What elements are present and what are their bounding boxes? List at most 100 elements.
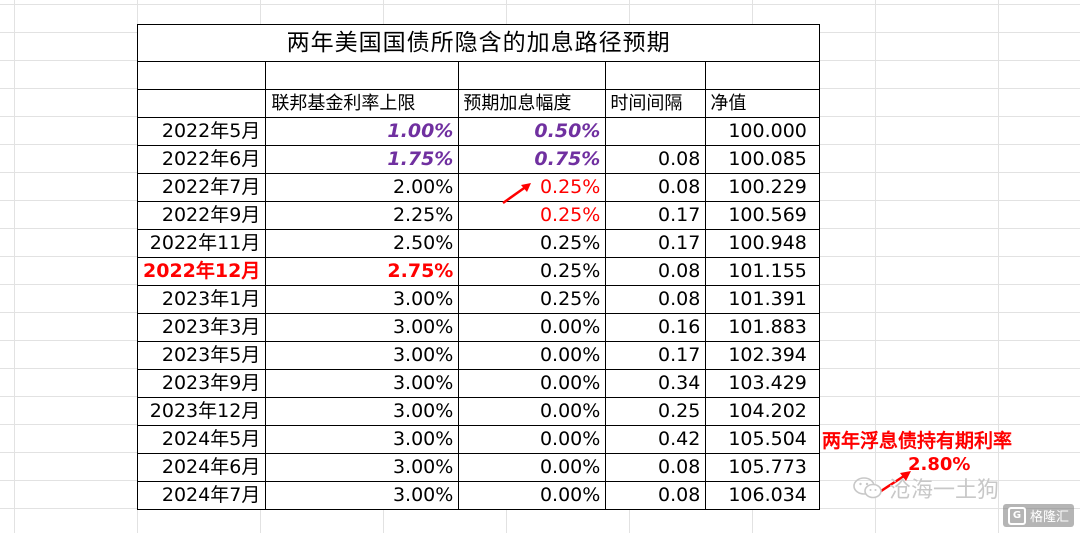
hike-cell: 0.50% — [458, 117, 607, 146]
blank-cell — [705, 61, 821, 90]
header-fed-rate: 联邦基金利率上限 — [265, 89, 460, 118]
interval-cell: 0.17 — [605, 341, 707, 370]
nav-cell: 101.155 — [705, 257, 821, 286]
nav-cell: 100.085 — [705, 145, 821, 174]
nav-cell: 100.000 — [705, 117, 821, 146]
hike-cell: 0.00% — [458, 341, 607, 370]
hike-cell: 0.00% — [458, 481, 607, 510]
header-row: 联邦基金利率上限 预期加息幅度 时间间隔 净值 — [136, 89, 821, 118]
annotation-arrow-icon — [502, 183, 531, 205]
interval-cell: 0.08 — [605, 257, 707, 286]
interval-cell: 0.08 — [605, 285, 707, 314]
nav-cell: 100.948 — [705, 229, 821, 258]
wechat-icon — [853, 477, 882, 499]
date-cell: 2023年12月 — [136, 397, 267, 426]
title-row: 两年美国国债所隐含的加息路径预期 — [136, 24, 821, 62]
table-row: 2022年11月 2.50% 0.25% 0.17 100.948 — [136, 229, 821, 258]
nav-cell: 100.569 — [705, 201, 821, 230]
rate-cell: 3.00% — [265, 369, 460, 398]
interval-cell: 0.08 — [605, 145, 707, 174]
date-cell: 2022年6月 — [136, 145, 267, 174]
date-cell: 2022年9月 — [136, 201, 267, 230]
hike-cell: 0.25% — [458, 285, 607, 314]
nav-cell: 104.202 — [705, 397, 821, 426]
nav-cell: 105.773 — [705, 453, 821, 482]
holding-rate-label: 两年浮息债持有期利率 — [822, 430, 1013, 452]
table-row: 2022年7月 2.00% 0.25% 0.08 100.229 — [136, 173, 821, 202]
table-row: 2023年12月 3.00% 0.00% 0.25 104.202 — [136, 397, 821, 426]
brand-badge: G 格隆汇 — [1002, 504, 1074, 527]
hike-cell: 0.75% — [458, 145, 607, 174]
interval-cell: 0.25 — [605, 397, 707, 426]
watermark-text: 沧海一土狗 — [889, 478, 1000, 503]
table-row: 2022年9月 2.25% 0.25% 0.17 100.569 — [136, 201, 821, 230]
date-cell: 2024年7月 — [136, 481, 267, 510]
table-row: 2024年5月 3.00% 0.00% 0.42 105.504 — [136, 425, 821, 454]
table-row: 2023年3月 3.00% 0.00% 0.16 101.883 — [136, 313, 821, 342]
blank-cell — [458, 61, 607, 90]
rate-cell: 3.00% — [265, 453, 460, 482]
rate-cell: 3.00% — [265, 285, 460, 314]
rate-cell: 1.00% — [265, 117, 460, 146]
holding-rate-value: 2.80% — [908, 454, 971, 475]
brand-logo-icon: G — [1007, 506, 1026, 525]
table-row: 2022年5月 1.00% 0.50% 100.000 — [136, 117, 821, 146]
interval-cell: 0.08 — [605, 173, 707, 202]
hike-cell: 0.00% — [458, 369, 607, 398]
rate-cell: 3.00% — [265, 425, 460, 454]
table-row: 2022年12月 2.75% 0.25% 0.08 101.155 — [136, 257, 821, 286]
hike-cell: 0.25% — [458, 201, 607, 230]
date-cell: 2023年9月 — [136, 369, 267, 398]
interval-cell: 0.16 — [605, 313, 707, 342]
nav-cell: 105.504 — [705, 425, 821, 454]
hike-cell: 0.25% — [458, 229, 607, 258]
table-row: 2023年1月 3.00% 0.25% 0.08 101.391 — [136, 285, 821, 314]
header-expected-hike: 预期加息幅度 — [458, 89, 607, 118]
nav-cell: 100.229 — [705, 173, 821, 202]
date-cell: 2023年3月 — [136, 313, 267, 342]
nav-cell: 101.883 — [705, 313, 821, 342]
table-row: 2022年6月 1.75% 0.75% 0.08 100.085 — [136, 145, 821, 174]
rate-cell: 2.00% — [265, 173, 460, 202]
rate-cell: 3.00% — [265, 341, 460, 370]
header-nav: 净值 — [705, 89, 821, 118]
interval-cell — [605, 117, 707, 146]
interval-cell: 0.17 — [605, 201, 707, 230]
date-cell: 2022年11月 — [136, 229, 267, 258]
brand-text: 格隆汇 — [1029, 510, 1069, 525]
hike-cell: 0.25% — [458, 257, 607, 286]
hike-cell: 0.00% — [458, 313, 607, 342]
header-interval: 时间间隔 — [605, 89, 707, 118]
blank-row — [136, 61, 821, 90]
interval-cell: 0.08 — [605, 453, 707, 482]
rate-cell: 1.75% — [265, 145, 460, 174]
hike-cell: 0.00% — [458, 425, 607, 454]
nav-cell: 106.034 — [705, 481, 821, 510]
nav-cell: 101.391 — [705, 285, 821, 314]
hike-cell: 0.00% — [458, 397, 607, 426]
table-row: 2023年9月 3.00% 0.00% 0.34 103.429 — [136, 369, 821, 398]
watermark: 沧海一土狗 — [853, 472, 999, 504]
date-cell: 2023年5月 — [136, 341, 267, 370]
data-table: 两年美国国债所隐含的加息路径预期 联邦基金利率上限 预期加息幅度 时间间隔 净值… — [136, 24, 821, 510]
interval-cell: 0.34 — [605, 369, 707, 398]
date-cell: 2024年6月 — [136, 453, 267, 482]
rate-cell: 3.00% — [265, 313, 460, 342]
interval-cell: 0.42 — [605, 425, 707, 454]
date-cell: 2022年5月 — [136, 117, 267, 146]
interval-cell: 0.17 — [605, 229, 707, 258]
rate-cell: 3.00% — [265, 397, 460, 426]
rate-cell: 2.50% — [265, 229, 460, 258]
nav-cell: 102.394 — [705, 341, 821, 370]
interval-cell: 0.08 — [605, 481, 707, 510]
rate-cell: 2.75% — [265, 257, 460, 286]
table-title: 两年美国国债所隐含的加息路径预期 — [136, 24, 821, 62]
rate-cell: 2.25% — [265, 201, 460, 230]
table-row: 2023年5月 3.00% 0.00% 0.17 102.394 — [136, 341, 821, 370]
blank-cell — [136, 61, 267, 90]
rate-cell: 3.00% — [265, 481, 460, 510]
nav-cell: 103.429 — [705, 369, 821, 398]
blank-cell — [265, 61, 460, 90]
date-cell: 2022年7月 — [136, 173, 267, 202]
table-row: 2024年6月 3.00% 0.00% 0.08 105.773 — [136, 453, 821, 482]
